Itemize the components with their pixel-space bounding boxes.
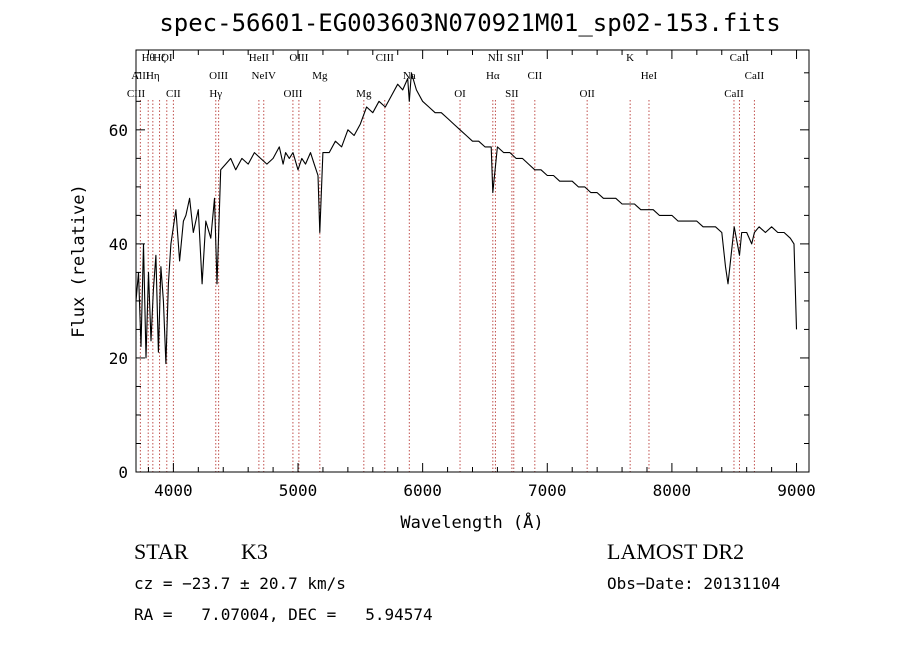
spectrum-line [135, 72, 798, 365]
survey-name: LAMOST DR2 [607, 539, 744, 564]
x-tick-label: 5000 [279, 481, 318, 500]
emission-line-markers [135, 100, 755, 472]
x-tick-label: 4000 [154, 481, 193, 500]
emission-line-label: SII [507, 52, 521, 64]
emission-line-label: OIII [289, 52, 308, 64]
emission-line-label: CaII [724, 88, 744, 100]
x-tick-label: 7000 [528, 481, 567, 500]
plot-frame [135, 49, 810, 473]
emission-line-label: OII [580, 88, 596, 100]
y-tick-label: 60 [109, 121, 128, 140]
emission-line-label: CaII [730, 52, 750, 64]
chart-title: spec-56601-EG003603N070921M01_sp02-153.f… [159, 9, 780, 37]
y-tick-label: 0 [118, 463, 128, 482]
redshift-cz: cz = −23.7 ± 20.7 km/s [134, 574, 346, 593]
emission-line-label: OIII [283, 88, 302, 100]
emission-line-label: Mg [356, 88, 372, 100]
emission-line-label: CII [527, 70, 542, 82]
emission-line-label: CaII [745, 70, 765, 82]
y-axis: 0 20 40 60 [109, 72, 809, 482]
emission-line-label: K [626, 52, 634, 64]
emission-line-label: CIII [376, 52, 395, 64]
emission-line-label: NII [488, 52, 504, 64]
x-tick-label: 8000 [653, 481, 692, 500]
emission-line-labels: HθAlIICIIIHζHηCIIOIOIIIHγHeIINeIVOIIIOII… [127, 52, 765, 100]
ra-dec: RA = 7.07004, DEC = 5.94574 [134, 605, 433, 624]
x-axis-label: Wavelength (Å) [400, 511, 543, 533]
emission-line-label: HeII [249, 52, 269, 64]
emission-line-label: CII [166, 88, 181, 100]
y-tick-label: 40 [109, 235, 128, 254]
spectral-subclass: K3 [241, 539, 268, 564]
obs-date: Obs−Date: 20131104 [607, 574, 780, 593]
emission-line-label: Na [403, 70, 416, 82]
emission-line-label: NeIV [252, 70, 276, 82]
x-axis: 4000 5000 6000 7000 8000 9000 [147, 50, 816, 500]
emission-line-label: Hη [146, 70, 160, 82]
emission-line-label: OIII [209, 70, 228, 82]
emission-line-label: Hζ [153, 52, 166, 64]
y-axis-label: Flux (relative) [69, 184, 89, 338]
emission-line-label: Hγ [209, 88, 222, 100]
emission-line-label: Mg [312, 70, 328, 82]
emission-line-label: HeI [641, 70, 658, 82]
emission-line-label: OI [161, 52, 173, 64]
x-tick-label: 6000 [403, 481, 442, 500]
emission-line-label: Hθ [142, 52, 155, 64]
emission-line-label: OI [454, 88, 466, 100]
x-tick-label: 9000 [777, 481, 816, 500]
emission-line-label: SII [505, 88, 519, 100]
y-tick-label: 20 [109, 349, 128, 368]
object-type: STAR [134, 539, 189, 564]
emission-line-label: Hα [486, 70, 500, 82]
